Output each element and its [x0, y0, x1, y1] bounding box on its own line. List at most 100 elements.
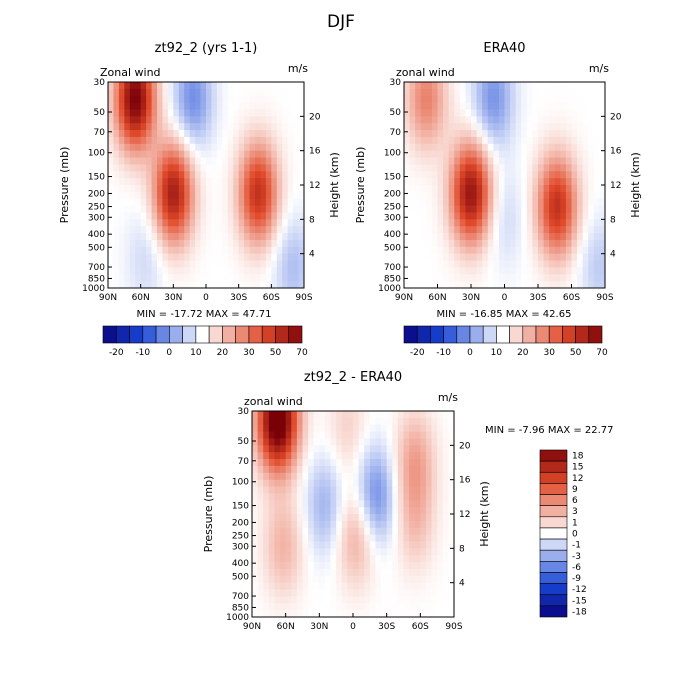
- field-cell: [330, 424, 337, 432]
- field-cell: [437, 459, 444, 467]
- field-cell: [244, 102, 250, 110]
- field-cell: [369, 493, 376, 501]
- field-cell: [426, 164, 433, 172]
- field-cell: [347, 493, 354, 501]
- field-cell: [582, 157, 589, 165]
- field-cell: [414, 479, 421, 487]
- field-cell: [222, 171, 229, 179]
- field-cell: [167, 136, 174, 145]
- field-cell: [285, 548, 292, 556]
- field-cell: [404, 123, 410, 131]
- field-cell: [113, 136, 120, 145]
- field-cell: [249, 219, 256, 227]
- field-cell: [151, 143, 158, 152]
- field-cell: [498, 150, 505, 158]
- field-cell: [426, 253, 433, 261]
- field-cell: [442, 486, 449, 494]
- field-cell: [118, 281, 125, 289]
- field-cell: [404, 171, 410, 179]
- field-cell: [135, 233, 142, 241]
- field-cell: [146, 191, 152, 200]
- field-cell: [184, 171, 191, 179]
- field-cell: [302, 452, 309, 460]
- field-cell: [260, 116, 267, 124]
- field-cell: [442, 459, 449, 467]
- field-cell: [296, 507, 303, 515]
- field-cell: [336, 575, 343, 584]
- field-cell: [268, 465, 275, 474]
- field-cell: [431, 562, 438, 570]
- field-cell: [369, 500, 376, 508]
- field-cell: [420, 452, 427, 460]
- field-cell: [319, 479, 326, 487]
- field-cell: [526, 109, 533, 117]
- field-cell: [431, 260, 438, 268]
- field-cell: [442, 500, 449, 508]
- field-cell: [437, 150, 444, 158]
- field-cell: [257, 562, 264, 570]
- field-cell: [184, 123, 191, 131]
- field-cell: [249, 109, 256, 117]
- field-cell: [271, 233, 278, 241]
- field-cell: [249, 185, 256, 193]
- field-cell: [554, 274, 561, 282]
- field-cell: [341, 486, 348, 494]
- field-cell: [386, 424, 393, 432]
- field-cell: [532, 198, 539, 206]
- field-cell: [565, 130, 572, 138]
- field-cell: [403, 520, 410, 529]
- height-tick-label: 4: [309, 250, 315, 260]
- field-cell: [265, 123, 272, 131]
- field-cell: [431, 267, 438, 275]
- field-cell: [189, 281, 196, 289]
- field-cell: [420, 610, 427, 618]
- field-cell: [515, 219, 522, 227]
- field-cell: [268, 472, 275, 481]
- field-cell: [162, 116, 169, 124]
- field-cell: [510, 185, 517, 193]
- field-cell: [244, 198, 250, 206]
- field-cell: [403, 562, 410, 570]
- field-cell: [392, 534, 399, 542]
- field-cell: [526, 219, 533, 227]
- field-cell: [510, 82, 517, 90]
- field-cell: [227, 178, 234, 186]
- field-cell: [420, 548, 427, 556]
- field-cell: [271, 123, 278, 131]
- field-cell: [140, 212, 147, 220]
- field-cell: [319, 555, 326, 563]
- field-cell: [448, 191, 455, 200]
- field-cell: [200, 212, 207, 220]
- field-cell: [291, 472, 298, 481]
- field-cell: [442, 568, 449, 577]
- field-cell: [593, 281, 600, 289]
- field-cell: [265, 82, 272, 90]
- field-cell: [459, 191, 466, 200]
- field-cell: [554, 191, 561, 200]
- field-cell: [414, 520, 421, 529]
- field-cell: [184, 157, 191, 165]
- field-cell: [285, 445, 292, 453]
- field-cell: [268, 555, 275, 563]
- field-cell: [211, 191, 218, 200]
- field-cell: [375, 610, 382, 618]
- field-cell: [151, 274, 158, 282]
- field-cell: [515, 260, 522, 268]
- field-cell: [211, 281, 218, 289]
- field-cell: [471, 82, 477, 90]
- field-cell: [375, 562, 382, 570]
- field-cell: [392, 431, 399, 439]
- field-cell: [233, 233, 240, 241]
- field-cell: [274, 500, 281, 508]
- field-cell: [353, 548, 360, 556]
- field-cell: [108, 130, 114, 138]
- field-cell: [543, 178, 550, 186]
- field-cell: [532, 239, 539, 248]
- field-cell: [227, 116, 234, 124]
- field-cell: [324, 500, 331, 508]
- field-cell: [211, 130, 218, 138]
- field-cell: [448, 555, 455, 563]
- field-cell: [448, 527, 455, 535]
- field-cell: [227, 246, 234, 255]
- field-cell: [543, 102, 550, 110]
